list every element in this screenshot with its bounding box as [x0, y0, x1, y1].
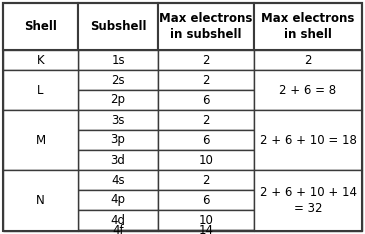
- Text: 2: 2: [304, 54, 312, 66]
- Bar: [3, 70, 78, 110]
- Bar: [3, 110, 78, 170]
- Text: 2: 2: [202, 73, 210, 87]
- Bar: [78, 90, 158, 110]
- Text: 2s: 2s: [111, 73, 125, 87]
- Bar: [158, 90, 254, 110]
- Bar: [78, 50, 158, 70]
- Bar: [158, 130, 254, 150]
- Text: 2 + 6 + 10 = 18: 2 + 6 + 10 = 18: [260, 134, 357, 146]
- Text: K: K: [37, 54, 44, 66]
- Text: N: N: [36, 194, 45, 207]
- Text: 4p: 4p: [111, 194, 126, 206]
- Bar: [3, 3, 78, 50]
- Text: 10: 10: [199, 154, 214, 167]
- Text: 6: 6: [202, 94, 210, 106]
- Bar: [158, 190, 254, 210]
- Bar: [158, 230, 254, 231]
- Bar: [158, 50, 254, 70]
- Text: 4d: 4d: [111, 213, 126, 227]
- Text: L: L: [37, 84, 44, 96]
- Bar: [254, 170, 362, 231]
- Bar: [78, 130, 158, 150]
- Bar: [78, 230, 158, 231]
- Bar: [158, 210, 254, 230]
- Text: 2: 2: [202, 54, 210, 66]
- Text: 14: 14: [199, 224, 214, 234]
- Bar: [254, 70, 362, 110]
- Text: 10: 10: [199, 213, 214, 227]
- Text: Subshell: Subshell: [90, 20, 146, 33]
- Bar: [78, 210, 158, 230]
- Bar: [158, 150, 254, 170]
- Bar: [158, 170, 254, 190]
- Text: 2: 2: [202, 113, 210, 127]
- Bar: [78, 70, 158, 90]
- Text: 1s: 1s: [111, 54, 125, 66]
- Bar: [254, 3, 362, 50]
- Bar: [254, 110, 362, 170]
- Bar: [78, 110, 158, 130]
- Text: 2p: 2p: [111, 94, 126, 106]
- Text: 6: 6: [202, 134, 210, 146]
- Bar: [158, 110, 254, 130]
- Text: 2 + 6 = 8: 2 + 6 = 8: [280, 84, 337, 96]
- Text: Max electrons
in subshell: Max electrons in subshell: [159, 12, 253, 40]
- Text: 4f: 4f: [112, 224, 124, 234]
- Bar: [3, 50, 78, 70]
- Bar: [158, 70, 254, 90]
- Text: 3d: 3d: [111, 154, 126, 167]
- Text: 3p: 3p: [111, 134, 126, 146]
- Text: 2: 2: [202, 173, 210, 186]
- Bar: [78, 3, 158, 50]
- Bar: [254, 50, 362, 70]
- Bar: [158, 3, 254, 50]
- Bar: [78, 190, 158, 210]
- Text: 3s: 3s: [111, 113, 125, 127]
- Text: 2 + 6 + 10 + 14
= 32: 2 + 6 + 10 + 14 = 32: [260, 186, 357, 215]
- Text: 6: 6: [202, 194, 210, 206]
- Bar: [78, 150, 158, 170]
- Bar: [78, 170, 158, 190]
- Text: Max electrons
in shell: Max electrons in shell: [261, 12, 355, 40]
- Text: M: M: [35, 134, 46, 146]
- Bar: [3, 170, 78, 231]
- Text: Shell: Shell: [24, 20, 57, 33]
- Text: 4s: 4s: [111, 173, 125, 186]
